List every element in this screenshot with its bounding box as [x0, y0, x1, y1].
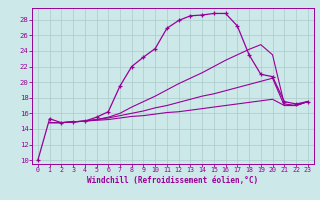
X-axis label: Windchill (Refroidissement éolien,°C): Windchill (Refroidissement éolien,°C) — [87, 176, 258, 185]
